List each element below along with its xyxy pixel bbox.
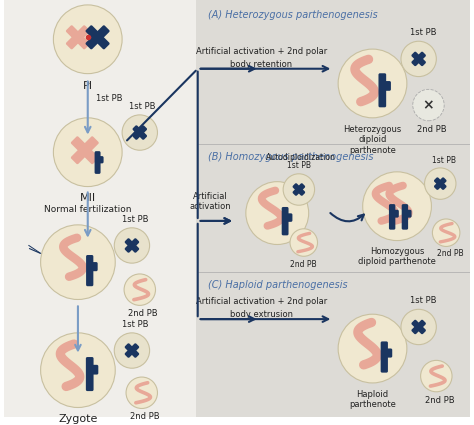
Circle shape bbox=[401, 41, 437, 76]
FancyBboxPatch shape bbox=[434, 177, 447, 190]
Text: 2nd PB: 2nd PB bbox=[437, 249, 464, 258]
FancyBboxPatch shape bbox=[95, 151, 100, 174]
FancyBboxPatch shape bbox=[282, 207, 289, 235]
Circle shape bbox=[246, 181, 309, 244]
FancyBboxPatch shape bbox=[125, 238, 139, 253]
Text: Homozygous: Homozygous bbox=[370, 247, 424, 256]
FancyBboxPatch shape bbox=[125, 343, 139, 358]
FancyBboxPatch shape bbox=[71, 136, 99, 164]
Bar bbox=[196, 0, 470, 417]
Text: Artificial activation + 2nd polar: Artificial activation + 2nd polar bbox=[196, 47, 327, 56]
FancyBboxPatch shape bbox=[86, 255, 93, 286]
Text: diploid parthenote: diploid parthenote bbox=[358, 257, 436, 266]
Text: Autodiploidization: Autodiploidization bbox=[266, 153, 336, 162]
FancyBboxPatch shape bbox=[66, 25, 90, 49]
FancyBboxPatch shape bbox=[85, 25, 109, 49]
FancyBboxPatch shape bbox=[389, 204, 395, 230]
FancyBboxPatch shape bbox=[96, 156, 104, 163]
Text: 1st PB: 1st PB bbox=[129, 102, 156, 111]
Text: (C) Haploid parthenogenesis: (C) Haploid parthenogenesis bbox=[208, 280, 347, 290]
Text: PI: PI bbox=[83, 80, 93, 91]
FancyBboxPatch shape bbox=[86, 357, 93, 391]
Circle shape bbox=[283, 174, 315, 205]
FancyBboxPatch shape bbox=[391, 210, 399, 218]
Text: ×: × bbox=[423, 98, 434, 112]
FancyBboxPatch shape bbox=[411, 320, 426, 334]
Text: Artificial
activation: Artificial activation bbox=[190, 192, 231, 211]
Circle shape bbox=[413, 89, 444, 121]
Circle shape bbox=[114, 333, 150, 368]
Text: 2nd PB: 2nd PB bbox=[417, 125, 446, 134]
Circle shape bbox=[54, 118, 122, 187]
FancyBboxPatch shape bbox=[132, 125, 147, 140]
Circle shape bbox=[420, 360, 452, 392]
Text: 1st PB: 1st PB bbox=[410, 296, 437, 306]
FancyBboxPatch shape bbox=[292, 183, 305, 196]
FancyBboxPatch shape bbox=[381, 341, 388, 373]
Circle shape bbox=[363, 172, 431, 241]
Text: Heterozygous
diploid
parthenote: Heterozygous diploid parthenote bbox=[343, 125, 401, 155]
FancyBboxPatch shape bbox=[125, 343, 139, 358]
FancyBboxPatch shape bbox=[383, 348, 392, 357]
FancyBboxPatch shape bbox=[401, 204, 408, 230]
Circle shape bbox=[432, 219, 460, 246]
FancyBboxPatch shape bbox=[132, 125, 147, 140]
Circle shape bbox=[114, 228, 150, 263]
Text: (B) Homozygous parthenogenesis: (B) Homozygous parthenogenesis bbox=[208, 152, 373, 162]
Circle shape bbox=[338, 314, 407, 383]
FancyBboxPatch shape bbox=[434, 177, 447, 190]
Circle shape bbox=[124, 274, 155, 306]
Circle shape bbox=[290, 229, 318, 256]
Text: Haploid
parthenote: Haploid parthenote bbox=[349, 390, 396, 409]
Circle shape bbox=[401, 309, 437, 345]
Text: Zygote: Zygote bbox=[58, 414, 98, 425]
Text: 1st PB: 1st PB bbox=[432, 156, 456, 165]
Circle shape bbox=[425, 168, 456, 199]
Text: body extrusion: body extrusion bbox=[230, 310, 293, 319]
Text: Normal fertilization: Normal fertilization bbox=[44, 205, 131, 214]
Text: 2nd PB: 2nd PB bbox=[130, 412, 160, 422]
Circle shape bbox=[54, 5, 122, 74]
Text: 1st PB: 1st PB bbox=[96, 94, 122, 103]
FancyBboxPatch shape bbox=[378, 73, 386, 108]
Circle shape bbox=[126, 377, 157, 408]
FancyBboxPatch shape bbox=[411, 51, 426, 66]
Text: 1st PB: 1st PB bbox=[287, 161, 311, 170]
Text: 1st PB: 1st PB bbox=[122, 320, 148, 329]
FancyBboxPatch shape bbox=[292, 183, 305, 196]
Text: body retention: body retention bbox=[230, 60, 292, 69]
Circle shape bbox=[41, 333, 115, 408]
Text: (A) Heterozygous parthenogenesis: (A) Heterozygous parthenogenesis bbox=[208, 10, 377, 20]
Text: 2nd PB: 2nd PB bbox=[426, 396, 455, 405]
Text: MII: MII bbox=[80, 193, 96, 204]
FancyBboxPatch shape bbox=[71, 136, 99, 164]
Text: 2nd PB: 2nd PB bbox=[128, 309, 157, 318]
FancyBboxPatch shape bbox=[88, 365, 98, 374]
FancyBboxPatch shape bbox=[125, 238, 139, 253]
FancyBboxPatch shape bbox=[88, 262, 98, 271]
FancyBboxPatch shape bbox=[85, 25, 109, 49]
FancyBboxPatch shape bbox=[411, 51, 426, 66]
FancyBboxPatch shape bbox=[283, 213, 292, 222]
Circle shape bbox=[41, 225, 115, 300]
Circle shape bbox=[122, 115, 157, 150]
Text: 2nd PB: 2nd PB bbox=[291, 260, 317, 269]
FancyBboxPatch shape bbox=[66, 25, 90, 49]
Text: Artificial activation + 2nd polar: Artificial activation + 2nd polar bbox=[196, 298, 327, 306]
FancyBboxPatch shape bbox=[403, 210, 411, 218]
Text: 1st PB: 1st PB bbox=[122, 215, 148, 224]
Circle shape bbox=[338, 49, 407, 118]
FancyBboxPatch shape bbox=[411, 320, 426, 334]
FancyBboxPatch shape bbox=[381, 81, 391, 91]
Text: 1st PB: 1st PB bbox=[410, 28, 437, 37]
